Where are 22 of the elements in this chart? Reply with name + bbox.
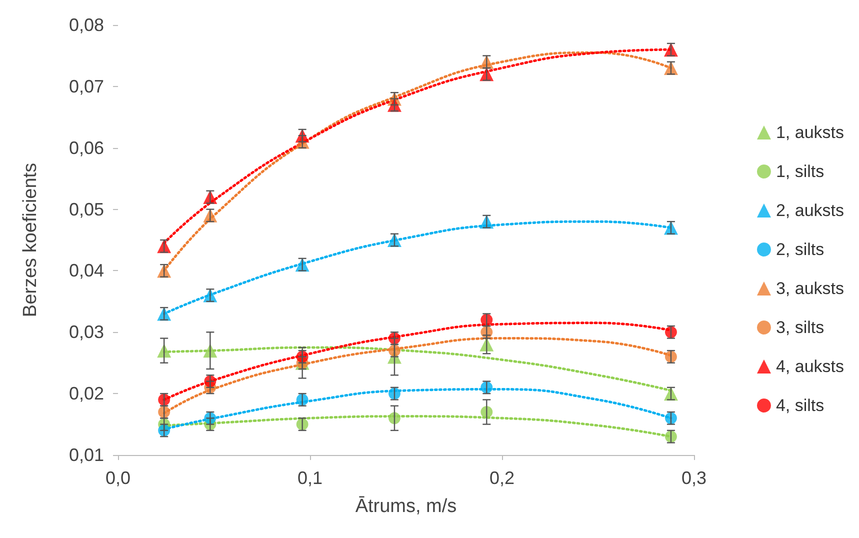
x-tick-label: 0,0 [105, 468, 131, 488]
x-tick-label: 0,1 [297, 468, 323, 488]
y-tick-label: 0,05 [68, 199, 104, 220]
y-axis-title: Berzes koeficients [20, 162, 41, 318]
y-tick-label: 0,08 [68, 15, 104, 35]
y-tick-label: 0,03 [68, 322, 104, 342]
x-tick-label: 0,2 [489, 468, 515, 488]
legend-label: 1, auksts [776, 123, 844, 142]
legend-label: 4, auksts [776, 357, 844, 376]
legend-label: 1, silts [776, 162, 824, 181]
legend-label: 4, silts [776, 396, 824, 415]
y-tick-label: 0,04 [68, 260, 104, 281]
y-tick-label: 0,06 [68, 138, 104, 158]
legend-label: 2, auksts [776, 201, 844, 220]
y-tick-label: 0,07 [68, 76, 104, 96]
y-tick-label: 0,01 [68, 445, 104, 465]
x-tick-label: 0,3 [681, 468, 707, 488]
legend-label: 3, silts [776, 318, 824, 337]
x-axis-title: Ātrums, m/s [355, 496, 457, 517]
legend-label: 3, auksts [776, 279, 844, 298]
y-tick-label: 0,02 [68, 384, 104, 404]
legend-label: 2, silts [776, 240, 824, 259]
